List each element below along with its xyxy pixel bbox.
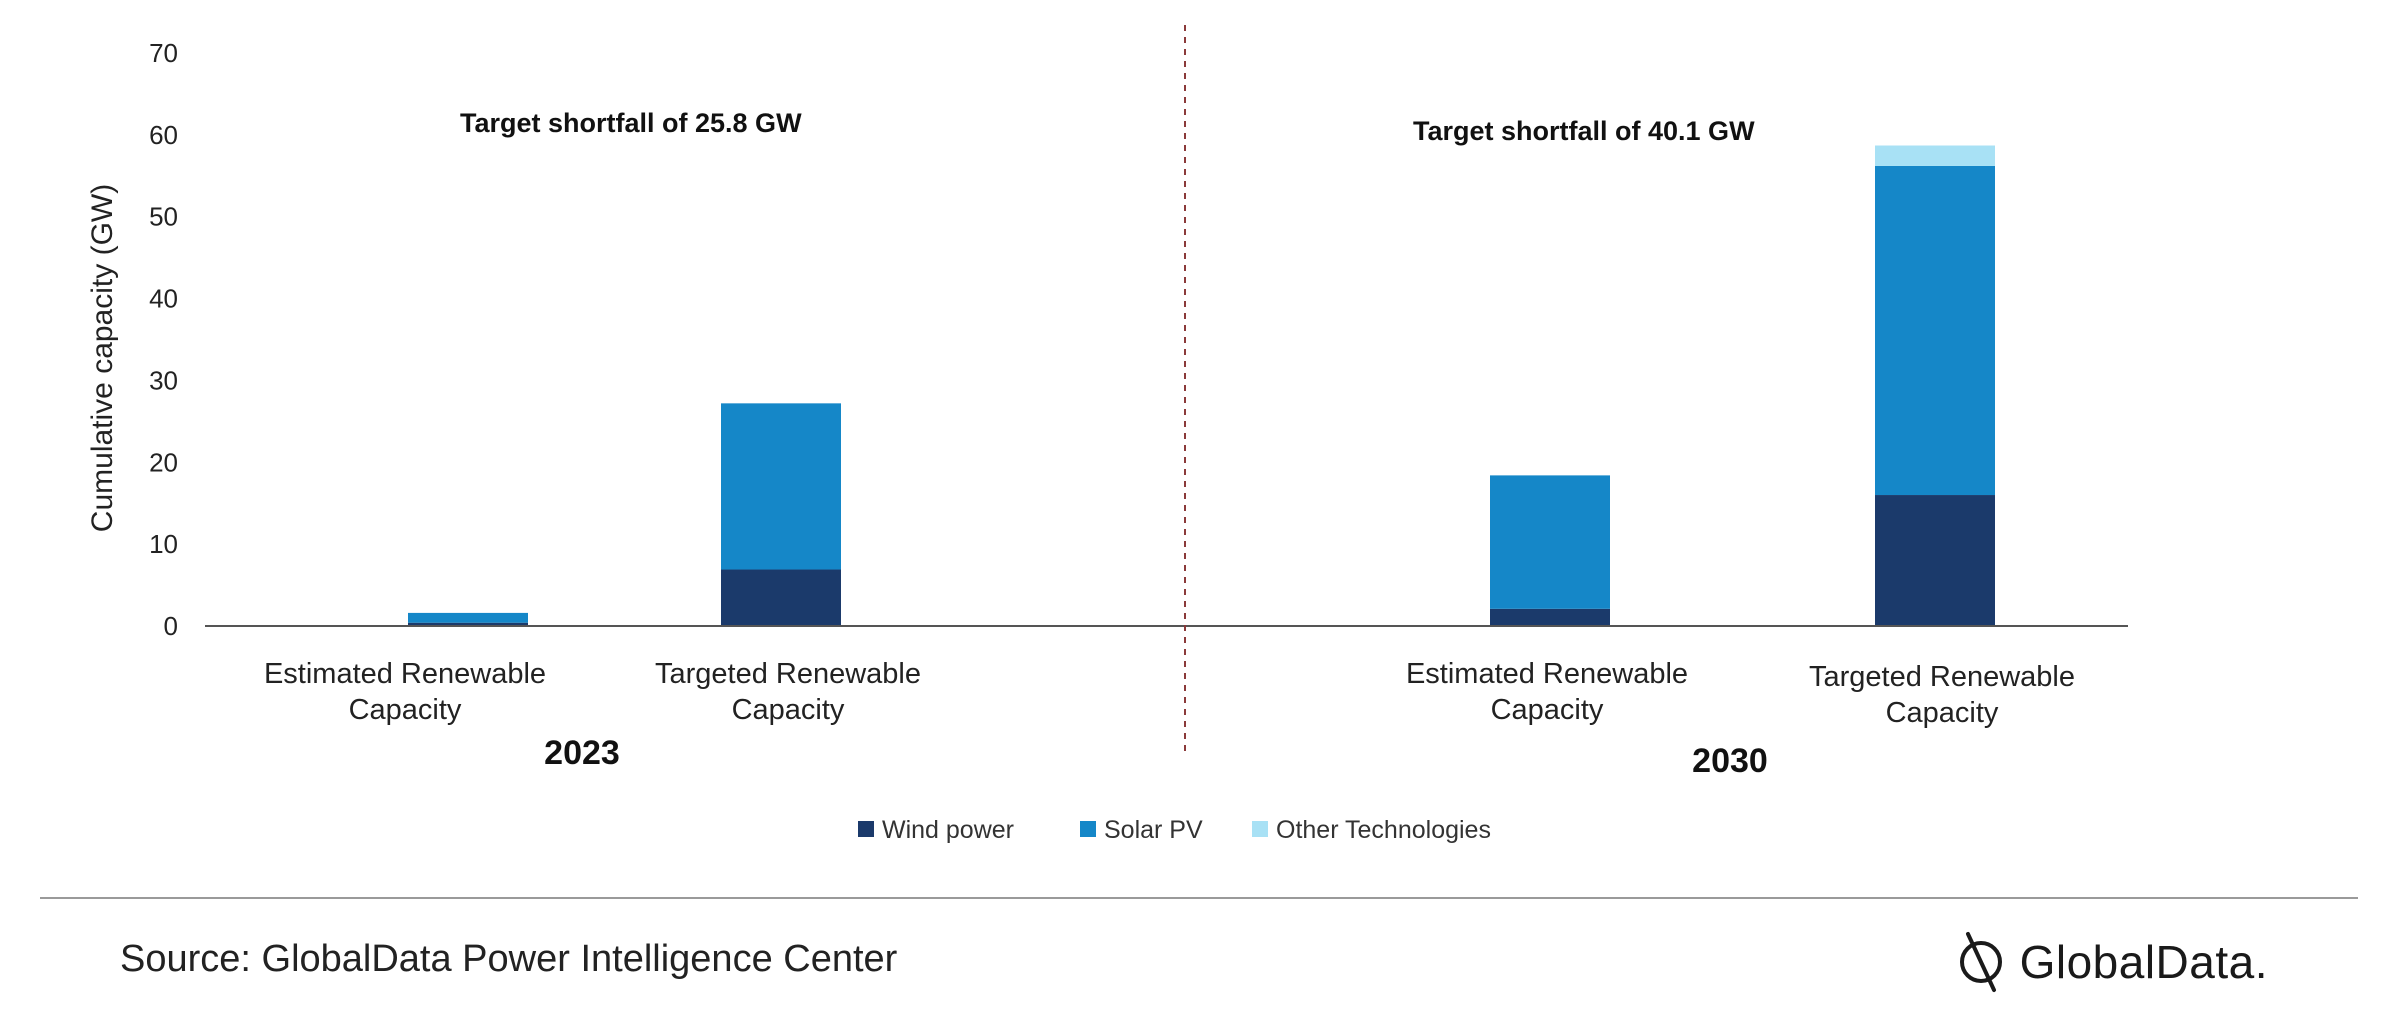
y-tick-label: 70 xyxy=(149,38,178,68)
annotation-2030: Target shortfall of 40.1 GW xyxy=(1413,116,1755,146)
legend-swatch xyxy=(858,821,874,837)
category-labels: Estimated Renewable Capacity Targeted Rene… xyxy=(264,658,2075,729)
annotation-2023: Target shortfall of 25.8 GW xyxy=(460,108,802,138)
bar-segment-wind-power xyxy=(1875,495,1995,626)
bar-segment-solar-pv xyxy=(1875,165,1995,496)
footer-divider xyxy=(40,897,2358,899)
source-note: Source: GlobalData Power Intelligence Ce… xyxy=(120,938,898,980)
year-label-2030: 2030 xyxy=(1692,742,1768,780)
y-tick-label: 10 xyxy=(149,529,178,559)
y-tick-label: 40 xyxy=(149,284,178,314)
legend: Wind power Solar PV Other Technologies xyxy=(858,816,1491,844)
bars xyxy=(408,145,1995,626)
bar-segment-wind-power xyxy=(1490,608,1610,626)
y-tick-label: 0 xyxy=(164,611,178,641)
bar-segment-solar-pv xyxy=(408,612,528,623)
category-label: Targeted Renewable Capacity xyxy=(1809,661,2075,729)
bar-segment-solar-pv xyxy=(1490,475,1610,609)
category-label: Estimated Renewable Capacity xyxy=(264,658,546,726)
y-axis-ticks: 0 10 20 30 40 50 60 70 xyxy=(149,38,178,641)
globaldata-logo-icon xyxy=(1959,932,2002,992)
category-label: Estimated Renewable Capacity xyxy=(1406,658,1688,726)
legend-label: Solar PV xyxy=(1104,816,1203,844)
y-tick-label: 60 xyxy=(149,120,178,150)
bar-segment-wind-power xyxy=(408,622,528,626)
brand-name: GlobalData. xyxy=(2019,936,2268,988)
brand-logo: GlobalData. xyxy=(1956,930,2268,994)
legend-label: Other Technologies xyxy=(1276,816,1491,844)
y-axis-label: Cumulative capacity (GW) xyxy=(86,184,119,532)
bar-segment-solar-pv xyxy=(721,403,841,570)
bar-segment-wind-power xyxy=(721,569,841,626)
bar-segment-other-technologies xyxy=(1875,145,1995,166)
legend-swatch xyxy=(1252,821,1268,837)
y-tick-label: 20 xyxy=(149,447,178,477)
legend-label: Wind power xyxy=(882,816,1014,844)
year-label-2023: 2023 xyxy=(544,734,620,772)
y-tick-label: 50 xyxy=(149,202,178,232)
category-label: Targeted Renewable Capacity xyxy=(655,658,921,726)
y-tick-label: 30 xyxy=(149,365,178,395)
legend-swatch xyxy=(1080,821,1096,837)
